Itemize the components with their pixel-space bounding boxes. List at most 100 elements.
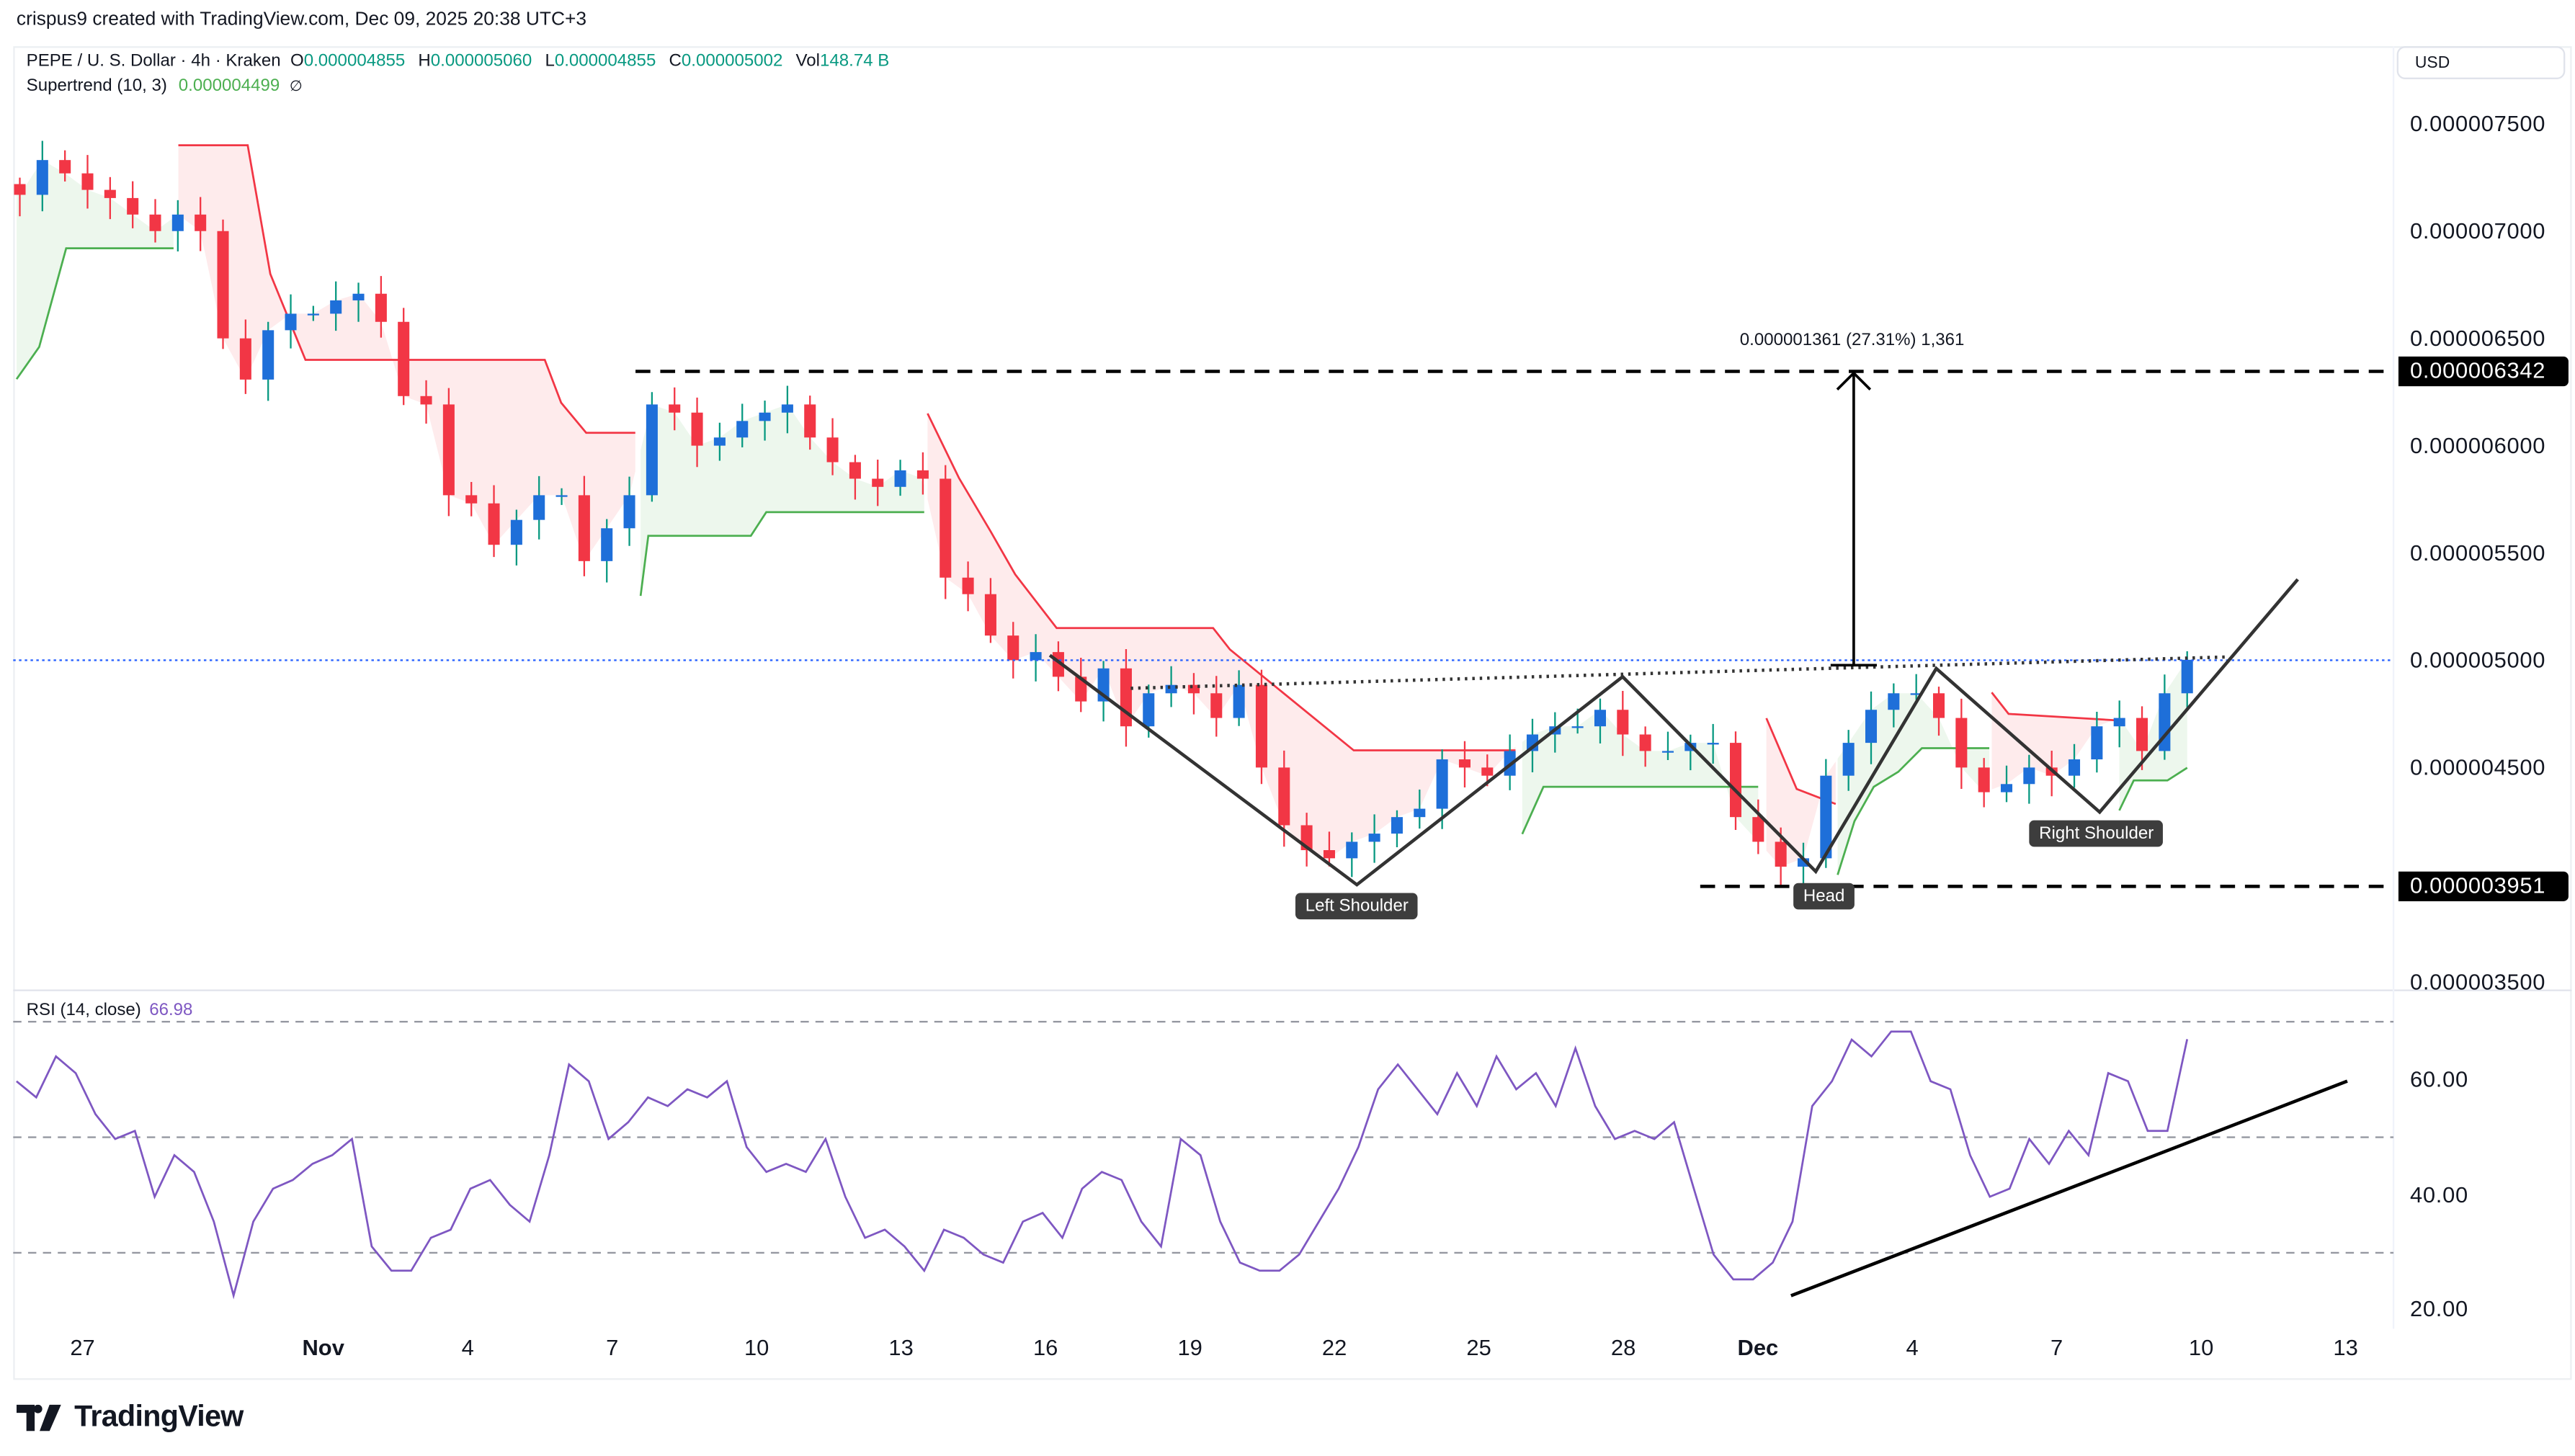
candle-body — [1233, 684, 1245, 718]
candle — [465, 482, 478, 517]
candle-body — [2069, 759, 2081, 776]
candle — [962, 561, 974, 612]
candle — [533, 475, 545, 540]
candle — [1865, 691, 1878, 764]
candle — [601, 519, 613, 583]
candle-body — [962, 577, 974, 594]
candle-body — [1414, 808, 1426, 818]
candle — [1888, 683, 1900, 728]
candle-body — [307, 313, 319, 316]
candle — [826, 418, 839, 475]
candle-body — [1932, 693, 1945, 718]
snapshot-credit: crispus9 created with TradingView.com, D… — [16, 9, 587, 30]
candle — [804, 396, 816, 450]
neckline — [1130, 655, 2229, 690]
candle-body — [1075, 676, 1087, 702]
candle-body — [1210, 693, 1223, 718]
price-tick: 0.000007500 — [2410, 111, 2546, 137]
candle — [1458, 741, 1471, 788]
tradingview-logo[interactable]: TradingView — [16, 1399, 244, 1434]
candle — [2091, 712, 2103, 773]
symbol-legend[interactable]: PEPE / U. S. Dollar · 4h · Kraken O0.000… — [27, 51, 898, 96]
candle — [149, 199, 161, 243]
supertrend-line-down — [178, 144, 635, 434]
candle — [2113, 700, 2125, 748]
candle — [1436, 749, 1448, 829]
supertrend-line-up — [15, 247, 174, 380]
candle-body — [1030, 652, 1042, 661]
close-label: C — [669, 51, 682, 71]
candle-body — [781, 404, 793, 413]
candle — [1030, 634, 1042, 682]
candle-body — [669, 404, 681, 413]
symbol-name[interactable]: PEPE / U. S. Dollar · 4h · Kraken — [26, 51, 281, 71]
candle-body — [239, 338, 251, 380]
candle — [940, 465, 952, 599]
price-tick: 0.000003500 — [2410, 970, 2546, 995]
candle-body — [171, 214, 184, 231]
candle — [623, 476, 635, 546]
candle-body — [81, 173, 94, 190]
candle — [1255, 669, 1267, 785]
time-tick: 10 — [2188, 1335, 2214, 1360]
candle — [1391, 810, 1403, 848]
supertrend-fill-down — [927, 413, 1516, 858]
candle — [849, 455, 861, 500]
candle-body — [262, 330, 275, 380]
candle-body — [1729, 743, 1742, 818]
open-label: O — [290, 51, 304, 71]
candle — [1932, 687, 1945, 736]
rsi-value: 66.98 — [149, 1000, 193, 1020]
candle — [646, 392, 658, 502]
candle — [1617, 690, 1629, 756]
candle — [127, 181, 139, 228]
time-tick: 7 — [2050, 1335, 2063, 1360]
logo-text: TradingView — [74, 1399, 244, 1433]
candle — [713, 422, 726, 461]
candle-body — [1165, 684, 1177, 694]
time-tick: 25 — [1466, 1335, 1491, 1360]
right-shoulder-label: Right Shoulder — [2029, 820, 2164, 847]
time-tick: 22 — [1321, 1335, 1347, 1360]
time-tick: 13 — [888, 1335, 914, 1360]
candle-body — [533, 495, 545, 520]
candle-body — [736, 421, 749, 438]
candle-body — [940, 478, 952, 578]
candle — [1955, 698, 1968, 789]
candle — [1075, 657, 1087, 713]
chart-frame — [13, 46, 2572, 1380]
supertrend-line-up — [2118, 767, 2188, 811]
candle — [398, 308, 410, 406]
candle — [691, 397, 703, 468]
candle-body — [555, 495, 568, 497]
candle — [1820, 759, 1832, 868]
supertrend-fill-down — [1991, 692, 2117, 790]
candle-body — [465, 495, 478, 504]
candle-body — [1255, 684, 1267, 768]
candle — [781, 385, 793, 434]
candle-body — [398, 321, 410, 396]
supertrend-line-up — [1837, 747, 1990, 875]
time-tick: Nov — [302, 1335, 344, 1360]
candle — [81, 155, 94, 209]
supertrend-legend[interactable]: Supertrend (10, 3) 0.000004499 ∅ — [27, 76, 898, 95]
high-value: 0.000005060 — [430, 51, 532, 71]
open-value: 0.000004855 — [303, 51, 406, 71]
candle-body — [127, 197, 139, 215]
time-tick: 16 — [1032, 1335, 1058, 1360]
currency-selector[interactable]: USD — [2396, 46, 2566, 79]
candle — [1978, 758, 1990, 808]
candle-body — [1594, 710, 1607, 727]
rsi-legend[interactable]: RSI (14, close) 66.98 — [27, 1000, 193, 1019]
candle-body — [601, 528, 613, 561]
candle-body — [59, 160, 71, 174]
measure-label: 0.000001361 (27.31%) 1,361 — [1739, 330, 1965, 350]
hidden-values-icon[interactable]: ∅ — [289, 77, 303, 94]
candle — [59, 150, 71, 182]
candle-body — [2181, 659, 2193, 694]
candle — [984, 578, 996, 643]
candle-body — [2023, 767, 2035, 785]
candle-body — [1571, 726, 1584, 728]
candle — [1233, 670, 1245, 726]
